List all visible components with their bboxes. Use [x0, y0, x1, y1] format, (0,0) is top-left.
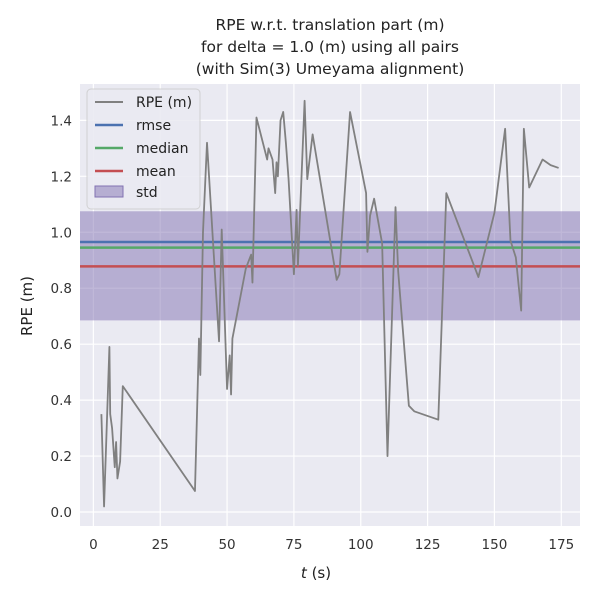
x-tick-label: 150 [482, 537, 508, 553]
y-tick-label: 0.8 [51, 281, 72, 297]
y-tick-label: 0.6 [51, 337, 72, 353]
x-tick-label: 100 [348, 537, 374, 553]
y-axis-ticks: 0.0 0.2 0.4 0.6 0.8 1.0 1.2 1.4 [51, 113, 72, 521]
title-line-2: for delta = 1.0 (m) using all pairs [201, 38, 459, 56]
legend-label-std: std [136, 185, 158, 201]
y-tick-label: 1.4 [51, 113, 72, 129]
x-axis-ticks: 0 25 50 75 100 125 150 175 [89, 537, 574, 553]
chart-title: RPE w.r.t. translation part (m) for delt… [196, 16, 465, 78]
legend-label-median: median [136, 141, 188, 157]
x-tick-label: 0 [89, 537, 98, 553]
y-axis-label: RPE (m) [18, 276, 36, 336]
x-axis-label: t (s) [301, 564, 331, 582]
legend: RPE (m) rmse median mean std [86, 88, 201, 210]
y-tick-label: 0.2 [51, 449, 72, 465]
legend-box [86, 88, 201, 210]
title-line-3: (with Sim(3) Umeyama alignment) [196, 60, 465, 78]
x-tick-label: 50 [218, 537, 235, 553]
x-tick-label: 75 [285, 537, 302, 553]
x-axis-label-unit: (s) [307, 564, 331, 582]
y-tick-label: 1.2 [51, 169, 72, 185]
x-tick-label: 125 [415, 537, 441, 553]
x-tick-label: 175 [548, 537, 574, 553]
x-axis-label-var: t [301, 564, 308, 582]
title-line-1: RPE w.r.t. translation part (m) [215, 16, 444, 34]
x-tick-label: 25 [152, 537, 169, 553]
legend-label-mean: mean [136, 164, 176, 180]
rpe-series-line [100, 99, 559, 508]
y-tick-label: 0.0 [51, 505, 72, 521]
y-tick-label: 1.0 [51, 225, 72, 241]
legend-label-rmse: rmse [136, 118, 171, 134]
legend-label-rpe: RPE (m) [136, 95, 192, 111]
legend-swatch-std [94, 185, 124, 198]
y-tick-label: 0.4 [51, 393, 72, 409]
